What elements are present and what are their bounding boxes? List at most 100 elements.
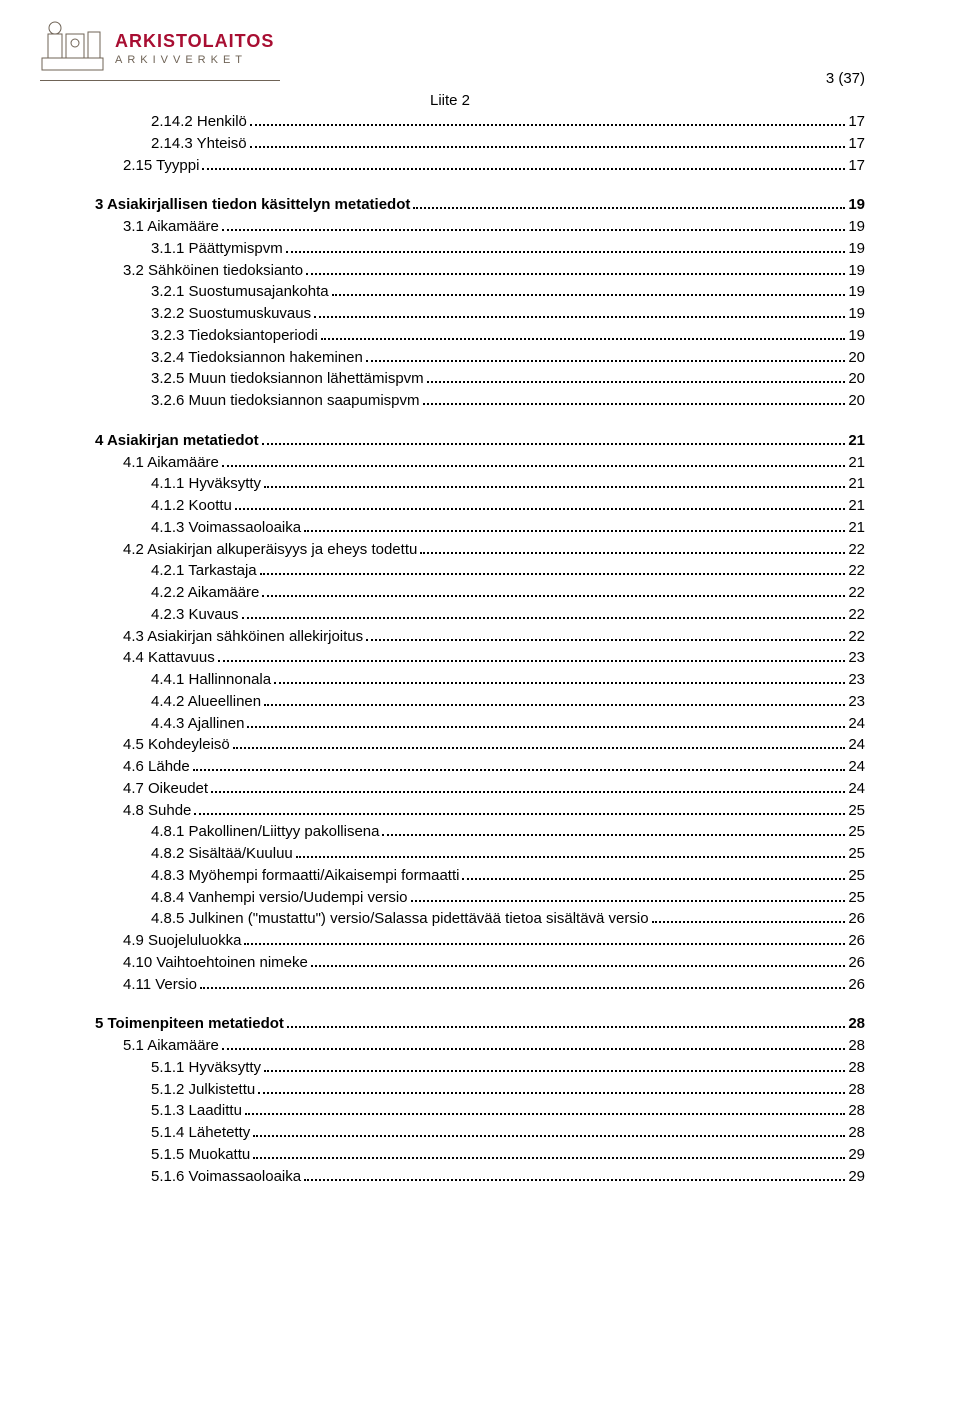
toc-row: 3.2.4 Tiedoksiannon hakeminen20 [95, 347, 865, 369]
toc-row: 3.2.1 Suostumusajankohta 19 [95, 281, 865, 303]
toc-row: 4.8 Suhde25 [95, 800, 865, 822]
brand-text: ARKISTOLAITOS ARKIVVERKET [115, 31, 274, 66]
toc-entry-label: 4.8.5 Julkinen ("mustattu") versio/Salas… [151, 908, 649, 930]
toc-row: 4.1.1 Hyväksytty21 [95, 473, 865, 495]
toc-entry-page: 24 [848, 734, 865, 756]
toc-entry-label: 4.8.1 Pakollinen/Liittyy pakollisena [151, 821, 379, 843]
toc-row: 5.1 Aikamääre28 [95, 1035, 865, 1057]
toc-entry-page: 19 [848, 260, 865, 282]
toc-entry-label: 5.1.1 Hyväksytty [151, 1057, 261, 1079]
toc-leader-dots [218, 653, 846, 663]
toc-entry-label: 3.2.3 Tiedoksiantoperiodi [151, 325, 318, 347]
toc-entry-label: 3.2.2 Suostumuskuvaus [151, 303, 311, 325]
toc-leader-dots [413, 200, 845, 210]
crest-icon [40, 18, 105, 78]
toc-row: 5.1.5 Muokattu29 [95, 1144, 865, 1166]
toc-entry-label: 3.2.5 Muun tiedoksiannon lähettämispvm [151, 368, 424, 390]
toc-row: 5.1.1 Hyväksytty 28 [95, 1057, 865, 1079]
toc-entry-page: 25 [848, 865, 865, 887]
toc-row: 3.1.1 Päättymispvm19 [95, 238, 865, 260]
page-number: 3 (37) [826, 70, 865, 87]
toc-row: 4.2.1 Tarkastaja22 [95, 560, 865, 582]
toc-row: 4.3 Asiakirjan sähköinen allekirjoitus22 [95, 626, 865, 648]
toc-entry-label: 5.1.5 Muokattu [151, 1144, 250, 1166]
toc-entry-label: 4.2.3 Kuvaus [151, 604, 239, 626]
toc-row: 4.8.3 Myöhempi formaatti/Aikaisempi form… [95, 865, 865, 887]
toc-leader-dots [222, 1040, 845, 1050]
toc-row: 2.15 Tyyppi17 [95, 155, 865, 177]
toc-entry-page: 28 [848, 1057, 865, 1079]
toc-entry-page: 28 [848, 1079, 865, 1101]
toc-entry-page: 24 [848, 756, 865, 778]
toc-entry-label: 5.1.6 Voimassaoloaika [151, 1166, 301, 1188]
toc-entry-label: 3 Asiakirjallisen tiedon käsittelyn meta… [95, 194, 410, 216]
toc-entry-label: 4.7 Oikeudet [123, 778, 208, 800]
toc-leader-dots [420, 544, 845, 554]
toc-entry-label: 4.9 Suojeluluokka [123, 930, 241, 952]
toc-entry-page: 22 [848, 539, 865, 561]
toc-leader-dots [262, 435, 846, 445]
toc-leader-dots [211, 783, 845, 793]
toc-leader-dots [258, 1084, 845, 1094]
toc-entry-page: 19 [848, 194, 865, 216]
toc-entry-label: 4 Asiakirjan metatiedot [95, 430, 259, 452]
toc-leader-dots [304, 522, 845, 532]
toc-entry-page: 26 [848, 974, 865, 996]
toc-leader-dots [652, 914, 846, 924]
toc-row: 4.6 Lähde24 [95, 756, 865, 778]
toc-entry-label: 5.1.3 Laadittu [151, 1100, 242, 1122]
header: ARKISTOLAITOS ARKIVVERKET [0, 0, 960, 78]
toc-row: 3.2.3 Tiedoksiantoperiodi19 [95, 325, 865, 347]
toc-entry-label: 2.14.2 Henkilö [151, 111, 247, 133]
toc-leader-dots [314, 308, 845, 318]
toc-leader-dots [264, 1062, 845, 1072]
toc-entry-page: 21 [848, 430, 865, 452]
toc-entry-label: 4.4 Kattavuus [123, 647, 215, 669]
toc-entry-page: 20 [848, 390, 865, 412]
toc-row: 4.10 Vaihtoehtoinen nimeke26 [95, 952, 865, 974]
toc-row: 4.7 Oikeudet 24 [95, 778, 865, 800]
toc-leader-dots [194, 805, 845, 815]
toc-row: 4.5 Kohdeyleisö24 [95, 734, 865, 756]
toc-entry-page: 19 [848, 238, 865, 260]
toc-entry-page: 24 [848, 778, 865, 800]
toc-entry-page: 28 [848, 1035, 865, 1057]
toc-leader-dots [366, 352, 845, 362]
toc-row: 4.9 Suojeluluokka26 [95, 930, 865, 952]
toc-row: 3.2.2 Suostumuskuvaus 19 [95, 303, 865, 325]
toc-entry-page: 25 [848, 821, 865, 843]
toc-leader-dots [306, 265, 845, 275]
toc-row: 4.1.3 Voimassaoloaika21 [95, 517, 865, 539]
toc-leader-dots [423, 395, 846, 405]
toc-row: 3.2.6 Muun tiedoksiannon saapumispvm20 [95, 390, 865, 412]
toc-entry-label: 4.2.1 Tarkastaja [151, 560, 257, 582]
toc-entry-page: 22 [848, 626, 865, 648]
toc-row: 4.4.1 Hallinnonala23 [95, 669, 865, 691]
toc-entry-label: 4.2.2 Aikamääre [151, 582, 259, 604]
toc-entry-page: 29 [848, 1166, 865, 1188]
toc-entry-label: 3.2.1 Suostumusajankohta [151, 281, 329, 303]
toc-entry-label: 4.11 Versio [123, 974, 197, 996]
toc-leader-dots [264, 696, 845, 706]
toc-row: 4.11 Versio 26 [95, 974, 865, 996]
toc-row: 5.1.6 Voimassaoloaika 29 [95, 1166, 865, 1188]
toc-entry-page: 23 [848, 691, 865, 713]
toc-entry-page: 24 [848, 713, 865, 735]
brand-subtitle: ARKIVVERKET [115, 54, 274, 66]
toc-leader-dots [244, 935, 845, 945]
toc-entry-page: 22 [848, 582, 865, 604]
toc-row: 3.2.5 Muun tiedoksiannon lähettämispvm20 [95, 368, 865, 390]
toc-entry-page: 19 [848, 303, 865, 325]
toc-row: 4.8.4 Vanhempi versio/Uudempi versio25 [95, 887, 865, 909]
toc-entry-page: 21 [848, 452, 865, 474]
toc-entry-label: 4.10 Vaihtoehtoinen nimeke [123, 952, 308, 974]
toc-leader-dots [274, 674, 845, 684]
toc-entry-page: 21 [848, 473, 865, 495]
toc-entry-page: 25 [848, 887, 865, 909]
toc-entry-page: 26 [848, 908, 865, 930]
toc-row: 3.2 Sähköinen tiedoksianto19 [95, 260, 865, 282]
toc-entry-page: 19 [848, 281, 865, 303]
toc-leader-dots [382, 827, 845, 837]
toc-row: 4 Asiakirjan metatiedot 21 [95, 430, 865, 452]
toc-leader-dots [222, 221, 845, 231]
